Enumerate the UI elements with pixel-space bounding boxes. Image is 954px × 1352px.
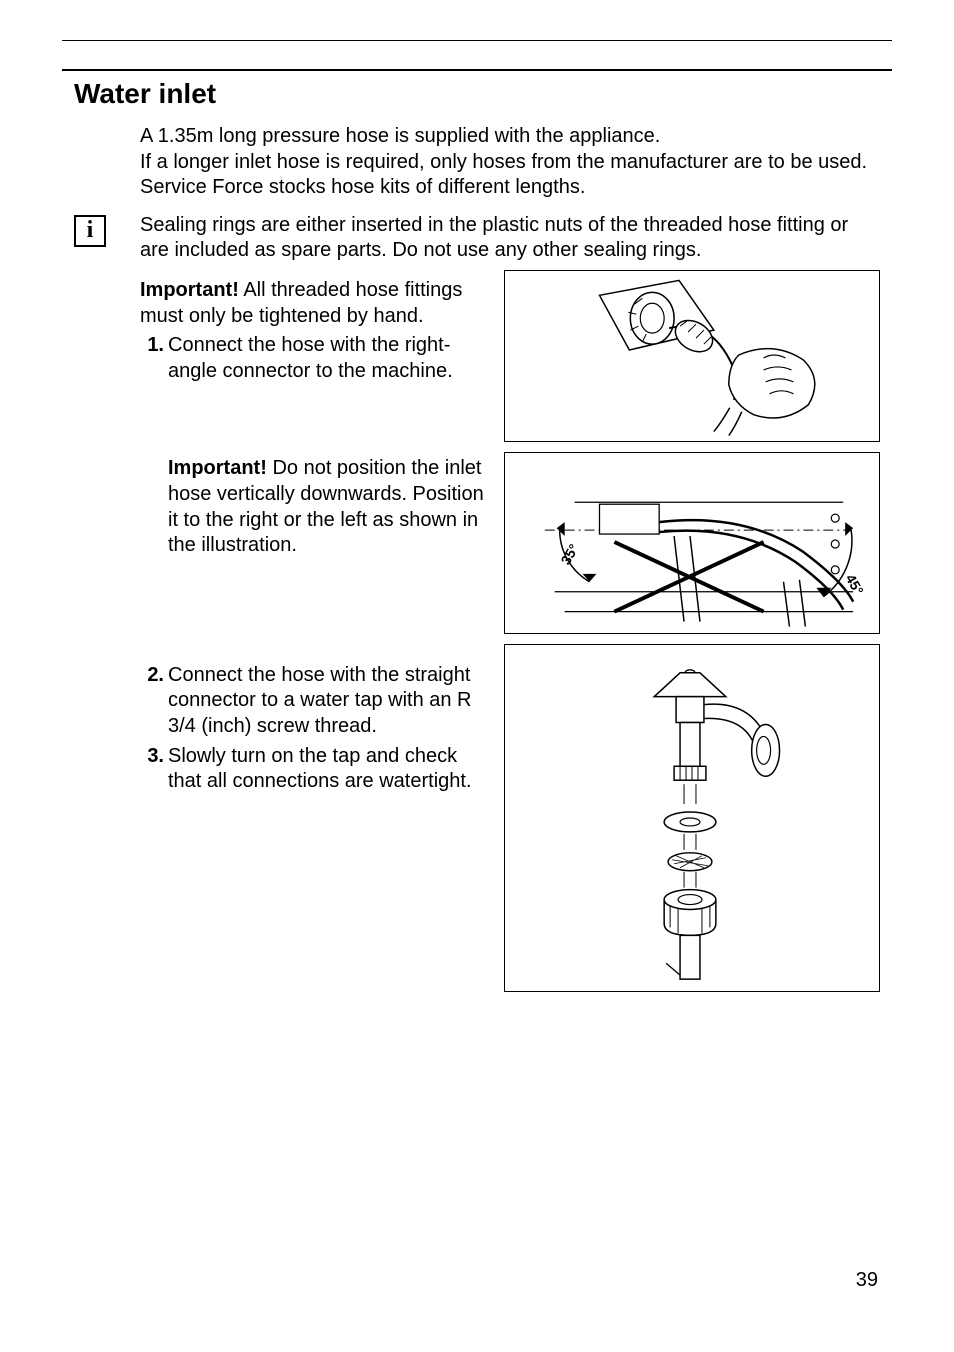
- hose-angle-svg: 35° 45°: [505, 452, 879, 634]
- intro-line-1: A 1.35m long pressure hose is supplied w…: [140, 124, 880, 150]
- page-content: Water inlet A 1.35m long pressure hose i…: [74, 78, 880, 992]
- info-icon: i: [74, 215, 106, 247]
- step-3: 3. Slowly turn on the tap and check that…: [140, 744, 488, 795]
- tap-assembly-svg: [505, 644, 879, 992]
- important-label-1: Important!: [140, 279, 239, 301]
- step-2: 2. Connect the hose with the straight co…: [140, 663, 488, 740]
- important-label-2: Important!: [168, 457, 267, 479]
- step-1: 1. Connect the hose with the right-angle…: [140, 333, 488, 384]
- intro-paragraph: A 1.35m long pressure hose is supplied w…: [140, 124, 880, 201]
- illustration-hose-angle: 35° 45°: [504, 452, 880, 634]
- step-2-number: 2.: [140, 663, 164, 689]
- left-column: Important! All threaded hose fittings mu…: [140, 270, 488, 992]
- two-column-layout: Important! All threaded hose fittings mu…: [140, 270, 880, 992]
- spacer: [140, 384, 488, 448]
- step-3-text: Slowly turn on the tap and check that al…: [168, 744, 488, 795]
- intro-line-2: If a longer inlet hose is required, only…: [140, 150, 880, 201]
- step-1-text: Connect the hose with the right-angle co…: [168, 333, 488, 384]
- important-note-2: Important! Do not position the inlet hos…: [168, 456, 488, 558]
- right-column-illustrations: 35° 45°: [504, 270, 880, 992]
- angle-right-label: 45°: [843, 571, 867, 597]
- important-note-1: Important! All threaded hose fittings mu…: [140, 278, 488, 329]
- illustration-tap-assembly: [504, 644, 880, 992]
- step-2-text: Connect the hose with the straight conne…: [168, 663, 488, 740]
- spacer: [140, 559, 488, 659]
- info-text: Sealing rings are either inserted in the…: [140, 213, 880, 264]
- step-3-number: 3.: [140, 744, 164, 770]
- illustration-hose-connector: [504, 270, 880, 442]
- info-note: i Sealing rings are either inserted in t…: [74, 213, 880, 264]
- hose-connector-svg: [505, 270, 879, 442]
- step-1-number: 1.: [140, 333, 164, 359]
- page-number: 39: [856, 1269, 878, 1292]
- section-title: Water inlet: [74, 78, 880, 110]
